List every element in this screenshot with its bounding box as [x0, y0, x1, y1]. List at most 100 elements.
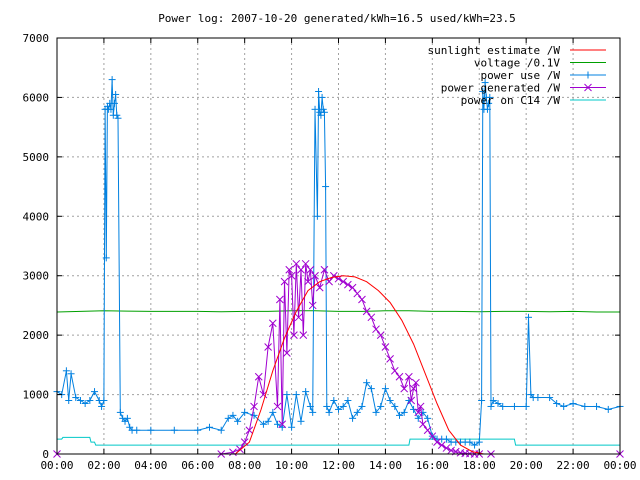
x-tick-label: 08:00 — [228, 459, 261, 472]
data-point — [390, 366, 399, 375]
x-tick-label: 14:00 — [369, 459, 402, 472]
data-point — [229, 448, 237, 457]
data-point — [320, 265, 329, 274]
series-0 — [57, 275, 620, 455]
data-point — [304, 277, 312, 286]
data-point — [414, 408, 423, 417]
data-point — [306, 265, 315, 274]
data-point — [273, 402, 282, 411]
legend-label: sunlight estimate /W — [428, 44, 561, 57]
data-point — [280, 277, 289, 286]
data-point — [245, 426, 254, 435]
data-point — [294, 313, 303, 322]
data-point — [276, 295, 284, 304]
data-point — [358, 295, 366, 304]
x-tick-label: 22:00 — [557, 459, 590, 472]
x-tick-label: 00:00 — [40, 459, 73, 472]
data-point — [419, 420, 427, 429]
series-3 — [53, 259, 624, 458]
x-tick-label: 00:00 — [603, 459, 636, 472]
data-point — [240, 438, 249, 446]
x-tick-label: 06:00 — [181, 459, 214, 472]
data-point — [433, 438, 441, 446]
data-point — [372, 325, 380, 334]
data-point — [442, 444, 451, 452]
data-point — [353, 289, 362, 298]
y-tick-label: 4000 — [23, 210, 50, 223]
x-tick-label: 10:00 — [275, 459, 308, 472]
data-point — [250, 402, 258, 411]
data-point — [348, 283, 357, 292]
data-point — [285, 265, 294, 274]
data-point — [297, 265, 305, 274]
data-point — [311, 271, 319, 280]
x-tick-label: 18:00 — [463, 459, 496, 472]
series-1 — [56, 310, 620, 313]
data-point — [405, 372, 413, 381]
series-4 — [57, 436, 620, 446]
x-tick-label: 02:00 — [87, 459, 120, 472]
data-point — [428, 432, 437, 441]
data-point — [308, 301, 317, 310]
legend-entry: voltage /0.1V — [474, 57, 606, 70]
y-tick-label: 3000 — [23, 270, 50, 283]
data-point — [376, 331, 385, 339]
legend-label: power on C14 /W — [461, 94, 561, 107]
data-point — [412, 378, 420, 387]
x-tick-label: 16:00 — [416, 459, 449, 472]
x-tick-label: 12:00 — [322, 459, 355, 472]
legend-entry: power use /W — [481, 69, 606, 82]
data-point — [268, 319, 277, 328]
legend-label: power use /W — [481, 69, 561, 82]
data-point — [315, 283, 324, 292]
x-tick-label: 20:00 — [510, 459, 543, 472]
data-point — [416, 402, 425, 411]
data-point — [437, 441, 446, 449]
data-point — [290, 331, 298, 339]
data-point — [254, 372, 263, 381]
plot-frame — [56, 37, 621, 455]
data-point — [423, 426, 432, 435]
data-point — [407, 396, 416, 405]
axes: 0 1000 2000 3000 4000 5000 6000 7000 00:00 02:00 0… — [23, 32, 637, 472]
data-point — [264, 343, 272, 351]
data-point — [259, 390, 268, 399]
y-tick-label: 1000 — [23, 389, 50, 402]
data-point — [292, 259, 301, 268]
data-point — [409, 384, 418, 393]
data-point — [381, 343, 390, 351]
y-tick-label: 2000 — [23, 329, 50, 342]
data-point — [447, 446, 455, 455]
data-point — [584, 83, 592, 92]
y-tick-label: 0 — [42, 448, 49, 461]
legend-entry: power generated /W — [441, 82, 606, 95]
data-point — [329, 271, 338, 280]
data-point — [400, 384, 409, 393]
data-point — [344, 280, 352, 289]
data-point — [301, 259, 310, 268]
data-point — [283, 349, 291, 357]
series-line — [57, 436, 620, 446]
legend-label: voltage /0.1V — [474, 57, 560, 70]
legend-label: power generated /W — [441, 82, 561, 95]
y-tick-label: 6000 — [23, 91, 50, 104]
chart-title: Power log: 2007-10-20 generated/kWh=16.5… — [158, 12, 516, 25]
data-point — [325, 277, 333, 286]
data-point — [395, 372, 404, 381]
series-2 — [53, 76, 624, 449]
data-point — [278, 420, 287, 429]
legend-entry: power on C14 /W — [461, 94, 606, 107]
data-point — [362, 307, 371, 316]
series-line — [56, 310, 620, 313]
data-point — [386, 355, 394, 363]
y-tick-label: 5000 — [23, 151, 50, 164]
data-point — [339, 277, 348, 286]
legend-entry: sunlight estimate /W — [428, 44, 606, 57]
y-tick-label: 7000 — [23, 32, 50, 45]
x-tick-label: 04:00 — [134, 459, 167, 472]
data-point — [367, 313, 376, 322]
series-line — [57, 275, 620, 455]
data-point — [287, 271, 296, 280]
